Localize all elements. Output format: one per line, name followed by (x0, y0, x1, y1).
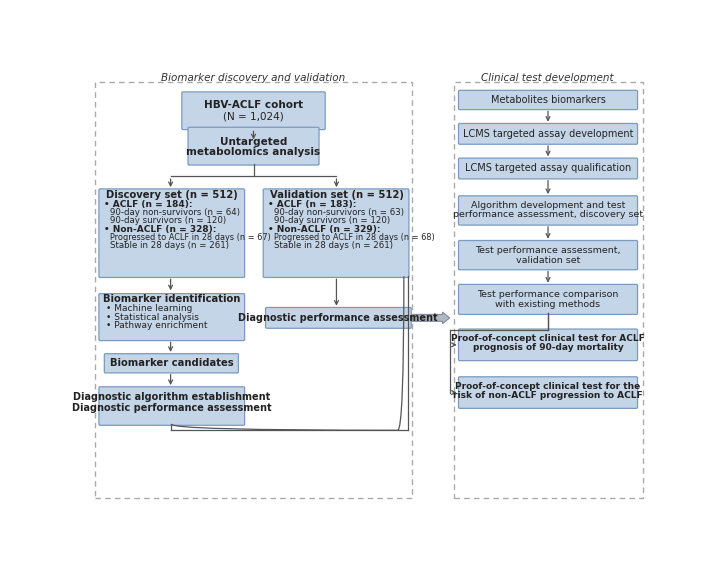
FancyBboxPatch shape (459, 90, 637, 109)
FancyBboxPatch shape (99, 189, 245, 278)
Text: prognosis of 90-day mortality: prognosis of 90-day mortality (472, 343, 624, 352)
Text: Diagnostic performance assessment: Diagnostic performance assessment (71, 403, 271, 413)
FancyBboxPatch shape (99, 294, 245, 341)
Text: Metabolites biomarkers: Metabolites biomarkers (490, 95, 606, 105)
Text: Test performance comparison: Test performance comparison (477, 290, 618, 299)
Text: 90-day survivors (n = 120): 90-day survivors (n = 120) (274, 215, 390, 225)
Text: • Non-ACLF (n = 329):: • Non-ACLF (n = 329): (269, 225, 381, 234)
Text: • ACLF (n = 184):: • ACLF (n = 184): (104, 200, 192, 209)
Text: Test performance assessment,: Test performance assessment, (475, 246, 621, 255)
Text: Progressed to ACLF in 28 days (n = 67): Progressed to ACLF in 28 days (n = 67) (110, 233, 271, 242)
Text: metabolomics analysis: metabolomics analysis (186, 147, 320, 157)
FancyBboxPatch shape (264, 189, 409, 278)
Text: Diagnostic algorithm establishment: Diagnostic algorithm establishment (73, 392, 270, 402)
FancyBboxPatch shape (459, 329, 637, 361)
FancyBboxPatch shape (188, 127, 319, 165)
Text: 90-day non-survivors (n = 63): 90-day non-survivors (n = 63) (274, 208, 405, 217)
Text: Biomarker identification: Biomarker identification (103, 294, 240, 304)
Text: 90-day non-survivors (n = 64): 90-day non-survivors (n = 64) (110, 208, 240, 217)
Text: performance assessment, discovery set: performance assessment, discovery set (453, 210, 643, 219)
FancyArrow shape (413, 312, 449, 324)
Text: Proof-of-concept clinical test for ACLF: Proof-of-concept clinical test for ACLF (451, 334, 645, 343)
Bar (454, 82, 642, 498)
Bar (96, 82, 412, 498)
Text: Validation set (n = 512): Validation set (n = 512) (269, 190, 403, 201)
FancyBboxPatch shape (182, 92, 325, 129)
FancyBboxPatch shape (459, 284, 637, 315)
Text: • Statistical analysis: • Statistical analysis (106, 312, 199, 321)
Text: validation set: validation set (516, 255, 580, 264)
Text: Untargeted: Untargeted (220, 137, 287, 146)
FancyBboxPatch shape (459, 241, 637, 270)
Text: with existing methods: with existing methods (495, 300, 600, 310)
FancyBboxPatch shape (104, 353, 238, 373)
Text: Proof-of-concept clinical test for the: Proof-of-concept clinical test for the (456, 382, 641, 391)
Text: HBV-ACLF cohort: HBV-ACLF cohort (204, 100, 303, 109)
Text: Discovery set (n = 512): Discovery set (n = 512) (106, 190, 238, 201)
Text: Stable in 28 days (n = 261): Stable in 28 days (n = 261) (110, 241, 229, 250)
Text: Biomarker candidates: Biomarker candidates (109, 359, 233, 368)
Text: • Pathway enrichment: • Pathway enrichment (106, 321, 207, 330)
Text: • Machine learning: • Machine learning (106, 304, 192, 313)
Text: Progressed to ACLF in 28 days (n = 68): Progressed to ACLF in 28 days (n = 68) (274, 233, 435, 242)
Text: (N = 1,024): (N = 1,024) (223, 111, 284, 121)
FancyBboxPatch shape (459, 196, 637, 225)
Text: LCMS targeted assay qualification: LCMS targeted assay qualification (465, 164, 631, 173)
Text: • Non-ACLF (n = 328):: • Non-ACLF (n = 328): (104, 225, 216, 234)
Text: Stable in 28 days (n = 261): Stable in 28 days (n = 261) (274, 241, 393, 250)
FancyBboxPatch shape (266, 307, 411, 328)
Text: Algorithm development and test: Algorithm development and test (471, 201, 625, 210)
FancyBboxPatch shape (99, 387, 245, 425)
Text: Clinical test development: Clinical test development (481, 74, 613, 83)
Text: Diagnostic performance assessment: Diagnostic performance assessment (238, 313, 438, 323)
Text: • ACLF (n = 183):: • ACLF (n = 183): (269, 200, 356, 209)
FancyBboxPatch shape (459, 377, 637, 408)
Text: Biomarker discovery and validation: Biomarker discovery and validation (161, 74, 345, 83)
FancyBboxPatch shape (459, 124, 637, 144)
Text: LCMS targeted assay development: LCMS targeted assay development (463, 129, 634, 139)
Text: 90-day survivors (n = 120): 90-day survivors (n = 120) (110, 215, 226, 225)
FancyBboxPatch shape (459, 158, 637, 179)
Text: risk of non-ACLF progression to ACLF: risk of non-ACLF progression to ACLF (453, 391, 643, 400)
